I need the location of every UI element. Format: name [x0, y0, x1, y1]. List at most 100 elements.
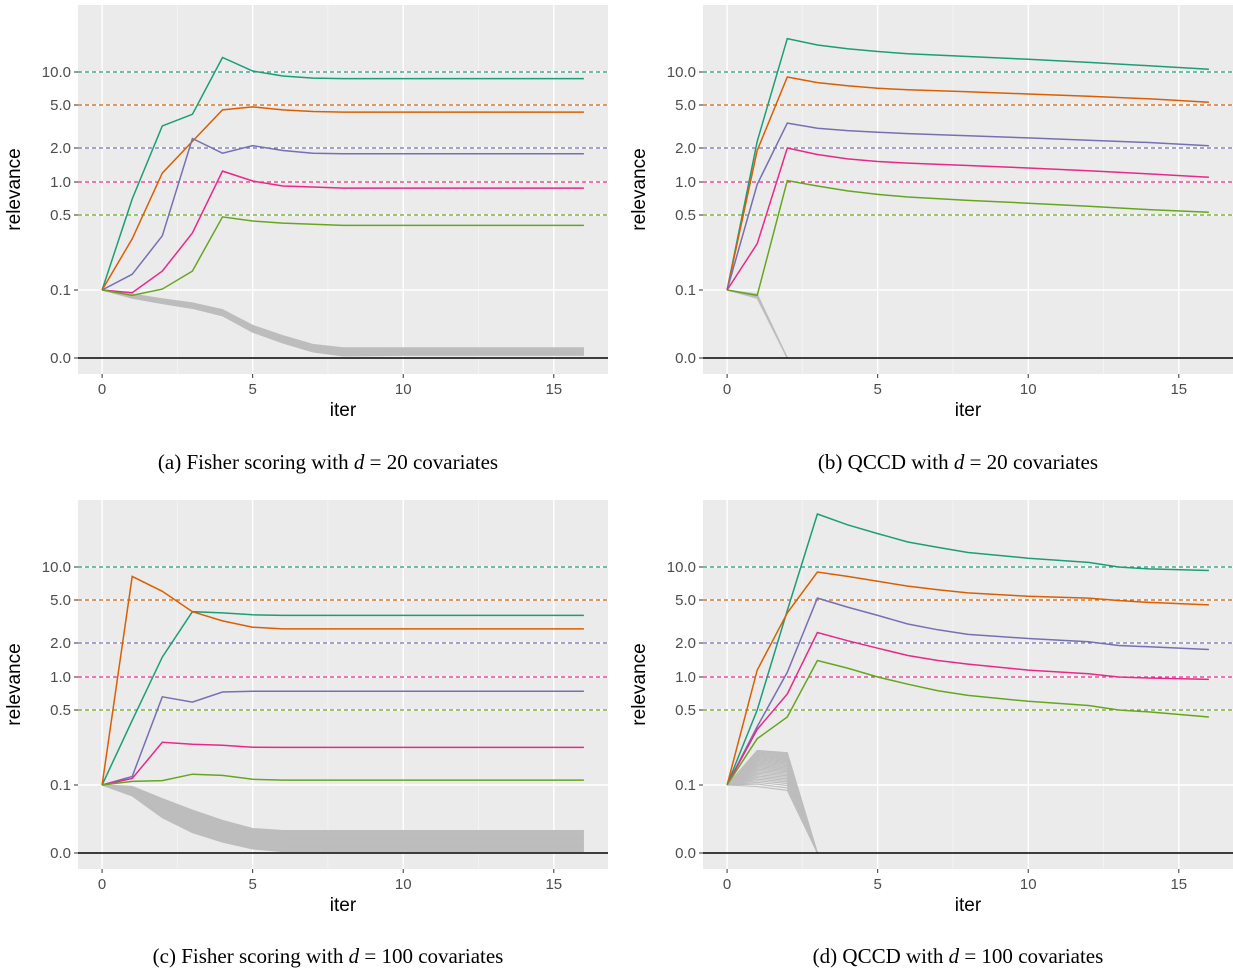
y-tick-label: 1.0: [675, 174, 696, 191]
y-tick-label: 10.0: [42, 64, 71, 81]
plot-background: [703, 500, 1233, 869]
noise-series-line: [101, 784, 584, 842]
y-tick-label: 2.0: [50, 140, 71, 157]
series-line: [726, 147, 1209, 291]
y-tick-label: 0.1: [50, 282, 71, 299]
plot-background: [78, 5, 608, 374]
y-tick-label: 10.0: [42, 559, 71, 576]
series-line: [726, 659, 1209, 786]
noise-series-line: [102, 784, 584, 837]
x-tick-label: 15: [545, 381, 562, 398]
y-axis-label: relevance: [629, 148, 650, 230]
series-line: [726, 122, 1209, 291]
series-line: [726, 571, 1209, 786]
y-tick-label: 0.1: [675, 282, 696, 299]
caption-value: = 100: [359, 944, 413, 968]
caption-suffix: covariates: [1013, 944, 1103, 968]
chart-panel-a: 0.0 0.1 0.5 1.0 2.0 5.0 10.0 0 5 10 15 iter relevanc…: [4, 5, 608, 474]
caption-suffix: covariates: [1008, 450, 1098, 474]
panel-caption: (c) Fisher scoring with d = 100 covariat…: [153, 944, 504, 968]
y-tick-label: 5.0: [675, 97, 696, 114]
noise-series-line: [102, 784, 584, 835]
series-line: [101, 106, 584, 291]
series-line: [101, 575, 584, 786]
caption-prefix: (c) Fisher scoring with: [153, 944, 349, 968]
y-tick-label: 1.0: [50, 669, 71, 686]
caption-variable: d: [954, 450, 965, 474]
y-tick-label: 0.5: [675, 207, 696, 224]
panel-caption: (a) Fisher scoring with d = 20 covariate…: [158, 450, 498, 474]
series-line: [101, 690, 584, 786]
x-tick-label: 10: [395, 876, 412, 893]
series-line: [726, 597, 1209, 786]
y-tick-label: 0.0: [50, 845, 71, 862]
series-line: [101, 741, 584, 786]
series-line: [726, 37, 1209, 291]
x-tick-label: 15: [545, 876, 562, 893]
caption-suffix: covariates: [408, 450, 498, 474]
noise-series-line: [102, 784, 584, 840]
y-axis-label: relevance: [4, 643, 25, 725]
caption-prefix: (b) QCCD with: [818, 450, 954, 474]
y-tick-label: 2.0: [675, 635, 696, 652]
x-tick-label: 15: [1170, 876, 1187, 893]
y-tick-label: 5.0: [50, 592, 71, 609]
series-line: [726, 76, 1209, 291]
caption-variable: d: [949, 944, 960, 968]
chart-panel-d: 0.0 0.1 0.5 1.0 2.0 5.0 10.0 0 5 10 15 iter relevanc…: [629, 500, 1233, 968]
caption-value: = 100: [959, 944, 1013, 968]
y-tick-label: 0.5: [675, 702, 696, 719]
panel-caption: (d) QCCD with d = 100 covariates: [813, 944, 1104, 968]
y-tick-label: 0.0: [675, 350, 696, 367]
caption-variable: d: [349, 944, 360, 968]
series-line: [101, 216, 584, 297]
series-line: [726, 513, 1209, 786]
x-axis-label: iter: [955, 400, 982, 421]
chart-panel-b: 0.0 0.1 0.5 1.0 2.0 5.0 10.0 0 5 10 15 iter relevanc…: [629, 5, 1233, 474]
x-axis-label: iter: [330, 400, 357, 421]
caption-suffix: covariates: [413, 944, 503, 968]
x-tick-label: 10: [1020, 876, 1037, 893]
series-line: [101, 56, 584, 291]
x-tick-label: 5: [873, 381, 881, 398]
caption-value: = 20: [364, 450, 407, 474]
series-line: [726, 179, 1209, 297]
y-axis-label: relevance: [629, 643, 650, 725]
y-tick-label: 1.0: [50, 174, 71, 191]
noise-series-line: [726, 749, 818, 854]
noise-series-line: [102, 784, 584, 832]
y-tick-label: 0.5: [50, 702, 71, 719]
caption-prefix: (a) Fisher scoring with: [158, 450, 354, 474]
y-axis-label: relevance: [4, 148, 25, 230]
y-tick-label: 2.0: [50, 635, 71, 652]
series-line: [102, 773, 584, 786]
y-tick-label: 0.0: [675, 845, 696, 862]
x-tick-label: 15: [1170, 381, 1187, 398]
x-axis-label: iter: [330, 895, 357, 916]
caption-prefix: (d) QCCD with: [813, 944, 949, 968]
noise-series-line: [101, 784, 584, 843]
noise-series-line: [102, 784, 584, 837]
caption-variable: d: [354, 450, 365, 474]
y-tick-label: 0.5: [50, 207, 71, 224]
noise-series-line: [102, 289, 584, 349]
x-tick-label: 5: [873, 876, 881, 893]
y-tick-label: 10.0: [667, 64, 696, 81]
noise-series-line: [102, 784, 584, 839]
y-tick-label: 0.0: [50, 350, 71, 367]
panel-caption: (b) QCCD with d = 20 covariates: [818, 450, 1098, 474]
x-tick-label: 0: [98, 876, 106, 893]
series-line: [102, 170, 584, 294]
x-axis-label: iter: [955, 895, 982, 916]
x-tick-label: 0: [98, 381, 106, 398]
plot-background: [703, 5, 1233, 374]
x-tick-label: 0: [723, 381, 731, 398]
y-tick-label: 0.1: [50, 777, 71, 794]
y-tick-label: 2.0: [675, 140, 696, 157]
noise-series-line: [102, 784, 584, 834]
series-line: [101, 137, 584, 291]
caption-value: = 20: [964, 450, 1007, 474]
x-tick-label: 0: [723, 876, 731, 893]
y-tick-label: 5.0: [50, 97, 71, 114]
x-tick-label: 10: [395, 381, 412, 398]
